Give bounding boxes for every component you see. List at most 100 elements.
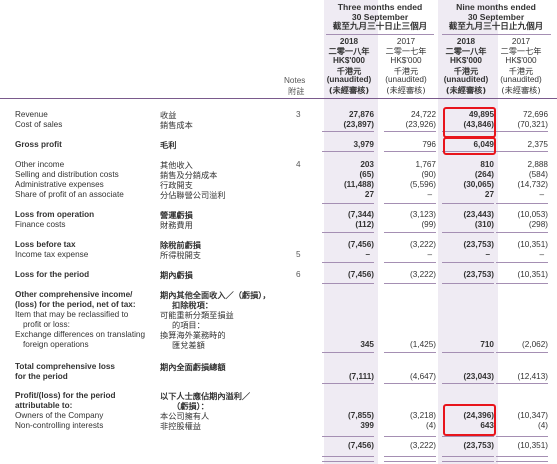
subtotal-rule [442,203,494,204]
row-value: (264) [474,170,494,179]
row-value: (2,062) [522,340,548,349]
column-header-1: 千港元 [393,66,419,76]
subtotal-rule [322,283,374,284]
row-label: Finance costs [15,220,66,229]
row-value: (5,596) [410,180,436,189]
subtotal-rule [496,383,548,384]
row-label-cn: （虧損）： [172,401,209,411]
subtotal-rule [322,262,374,263]
column-header-2: 二零一八年 [445,46,487,56]
row-value: (3,123) [410,210,436,219]
row-label-cn: 行政開支 [160,180,193,190]
row-value: 72,696 [522,110,548,119]
row-value: (24,396) [463,411,495,420]
row-label: Total comprehensive loss [15,362,115,371]
row-label-cn: 毛利 [160,140,177,150]
row-value: (4) [425,421,436,430]
row-value: 399 [360,421,374,430]
subtotal-rule [496,131,548,132]
row-label-cn: 營運虧損 [160,210,193,220]
column-header-3: (未經審核) [501,85,541,95]
row-label-cn: 分佔聯營公司溢利 [160,190,226,200]
row-value: 27 [484,190,494,199]
row-value: (7,855) [348,411,374,420]
row-value: 1,767 [415,160,437,169]
row-value: (11,488) [343,180,374,189]
column-header-0: 2018 [339,37,359,46]
header-rule [0,98,557,99]
subtotal-rule [442,131,494,132]
row-value: 710 [480,340,494,349]
row-label: Cost of sales [15,120,63,129]
subtotal-rule [384,461,436,462]
highlight-gross-profit-box [443,137,496,155]
subtotal-rule [384,383,436,384]
column-header-3: 2017 [511,37,531,46]
row-value: (7,456) [348,270,374,279]
highlight-revenue-box [443,107,496,138]
row-value: (7,456) [348,240,374,249]
row-label: Other comprehensive income/ [15,290,133,299]
row-value: (65) [359,170,374,179]
row-value: 49,895 [468,110,494,119]
row-value: (7,456) [348,441,374,450]
row-label-cn: 銷售及分銷成本 [160,170,218,180]
subtotal-rule [384,131,436,132]
subtotal-rule [496,262,548,263]
row-value: (23,043) [463,372,495,381]
row-note: 3 [296,110,301,119]
row-label: attributable to: [15,401,73,410]
column-header-1: (unaudited) [385,75,427,84]
row-value: (10,347) [517,411,549,420]
row-value: (10,351) [517,270,549,279]
subtotal-rule [442,456,494,457]
row-note: 6 [296,270,301,279]
subtotal-rule [442,151,494,152]
row-label-cn: 非控股權益 [160,421,201,431]
row-value: 345 [360,340,374,349]
subtotal-rule [442,352,494,353]
row-note: 4 [296,160,301,169]
row-label: Share of profit of an associate [15,190,124,199]
subtotal-rule [322,203,374,204]
row-label: Owners of the Company [15,411,104,420]
column-header-0: (unaudited) [326,75,372,84]
row-label: Income tax expense [15,250,89,259]
subtotal-rule [322,151,374,152]
row-value: (90) [421,170,436,179]
column-header-3: 二零一七年 [500,46,542,56]
notes-header-cn: 附註 [288,86,305,96]
row-value: (584) [528,170,548,179]
row-label: Item that may be reclassified to [15,310,129,319]
row-label-cn: 換算海外業務時的 [160,330,226,340]
row-value: 27 [364,190,374,199]
subtotal-rule [442,436,494,437]
row-value: 810 [480,160,494,169]
nine-months-header: 截至九月三十日止九個月 [448,22,544,32]
row-label-cn: 期內其他全面收入／（虧損）， [160,290,271,300]
row-label: Non-controlling interests [15,421,104,430]
subtotal-rule [322,131,374,132]
subtotal-rule [384,456,436,457]
column-header-3: HK$'000 [505,56,537,65]
row-label-cn: 其他收入 [160,160,193,170]
row-label: Loss before tax [15,240,76,249]
row-label-cn: 財務費用 [160,220,193,230]
row-label-cn: 可能重新分類至損益 [160,310,234,320]
row-value: (14,732) [517,180,549,189]
subtotal-rule [384,151,436,152]
column-header-3: 千港元 [508,66,534,76]
row-value: (99) [421,220,436,229]
subtotal-rule [442,383,494,384]
row-label: foreign operations [23,340,89,349]
column-header-0: (未經審核) [328,85,370,95]
row-value: (1,425) [410,340,436,349]
subtotal-rule [384,262,436,263]
column-header-0: HK$'000 [333,56,365,65]
row-label: Administrative expenses [15,180,104,189]
row-value: 3,979 [353,140,375,149]
subtotal-rule [496,461,548,462]
column-header-1: 2017 [396,37,416,46]
subtotal-rule [496,436,548,437]
column-header-1: HK$'000 [390,56,422,65]
